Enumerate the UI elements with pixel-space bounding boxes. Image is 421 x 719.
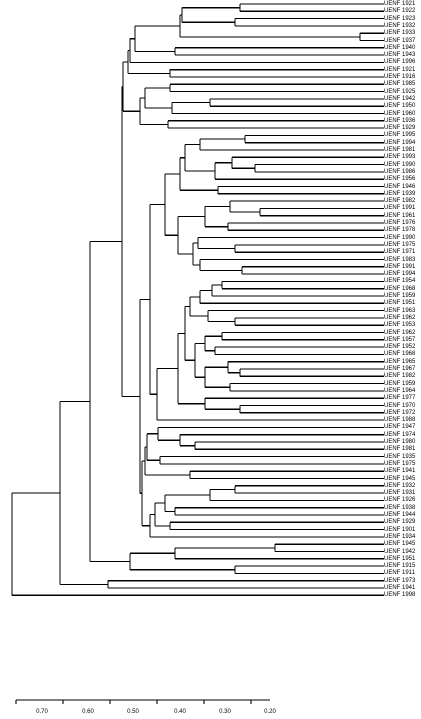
leaf-label: UENF 1933 (384, 30, 416, 37)
leaf-label: UENF 1971 (384, 249, 416, 256)
leaf-label: UENF 1939 (384, 190, 416, 197)
leaf-label: UENF 1994 (384, 271, 416, 278)
leaf-label: UENF 1921 (384, 1, 416, 7)
leaf-label: UENF 1931 (384, 490, 416, 497)
leaf-label: UENF 1993 (384, 154, 416, 161)
leaf-label: UENF 1944 (384, 512, 416, 518)
leaf-label: UENF 1995 (384, 132, 416, 139)
leaf-label: UENF 1945 (384, 475, 416, 482)
leaf-label: UENF 1945 (384, 541, 416, 548)
axis-tick-label: 0.50 (127, 709, 139, 715)
axis-tick-label: 0.70 (36, 709, 48, 715)
leaf-label: UENF 1996 (384, 59, 416, 66)
leaf-label: UENF 1982 (384, 198, 416, 205)
leaf-label: UENF 1959 (384, 380, 416, 387)
leaf-label: UENF 1901 (384, 526, 416, 533)
leaf-label: UENF 1937 (384, 37, 416, 44)
leaf-label: UENF 1932 (384, 22, 416, 29)
leaf-label: UENF 1951 (384, 555, 416, 562)
leaf-label: UENF 1961 (384, 212, 416, 219)
axis-tick-label: 0.60 (82, 709, 94, 715)
leaf-label: UENF 1965 (384, 358, 416, 365)
leaf-label: UENF 1981 (384, 147, 416, 153)
leaf-label: UENF 1956 (384, 176, 416, 183)
leaf-label: UENF 1991 (384, 205, 416, 212)
axis-tick-label: 0.30 (219, 709, 231, 715)
leaf-label: UENF 1978 (384, 227, 416, 234)
axis-tick-label: 0.20 (264, 709, 276, 715)
leaf-label: UENF 1942 (384, 95, 416, 102)
leaf-label: UENF 1929 (384, 125, 416, 132)
leaf-label: UENF 1986 (384, 168, 416, 175)
leaf-label: UENF 1932 (384, 482, 416, 489)
leaf-label: UENF 1911 (384, 570, 415, 577)
leaf-label: UENF 1998 (384, 592, 416, 599)
leaf-label: UENF 1962 (384, 329, 416, 336)
leaf-label: UENF 1929 (384, 519, 416, 526)
leaf-label: UENF 1938 (384, 504, 416, 511)
leaf-label: UENF 1950 (384, 103, 416, 110)
leaf-label: UENF 1983 (384, 256, 416, 263)
leaf-label: UENF 1936 (384, 117, 416, 124)
leaf-label: UENF 1923 (384, 15, 416, 22)
leaf-label: UENF 1967 (384, 366, 416, 372)
leaf-label: UENF 1942 (384, 548, 416, 555)
leaf-label: UENF 1959 (384, 293, 416, 299)
leaf-label: UENF 1977 (384, 395, 416, 402)
leaf-label: UENF 1947 (384, 424, 416, 431)
leaf-label: UENF 1954 (384, 278, 416, 285)
axis-tick-label: 0.40 (174, 709, 186, 715)
leaf-label: UENF 1982 (384, 373, 416, 380)
leaf-label: UENF 1990 (384, 234, 416, 241)
leaf-label: UENF 1953 (384, 322, 416, 329)
leaf-label: UENF 1915 (384, 563, 416, 570)
leaf-label: UENF 1972 (384, 409, 416, 416)
leaf-label: UENF 1943 (384, 52, 416, 59)
leaf-label: UENF 1960 (384, 110, 416, 117)
leaf-label: UENF 1968 (384, 351, 416, 358)
leaf-label: UENF 1963 (384, 307, 416, 314)
leaf-label: UENF 1994 (384, 139, 416, 146)
leaf-label: UENF 1991 (384, 263, 416, 270)
leaf-label: UENF 1964 (384, 387, 416, 394)
leaf-label: UENF 1940 (384, 44, 416, 51)
leaf-label: UENF 1926 (384, 497, 416, 504)
leaf-label: UENF 1957 (384, 336, 416, 343)
leaf-label: UENF 1922 (384, 8, 416, 15)
leaf-label: UENF 1934 (384, 533, 416, 540)
leaf-label: UENF 1974 (384, 431, 416, 438)
leaf-label: UENF 1921 (384, 66, 416, 73)
leaf-label: UENF 1985 (384, 81, 416, 88)
leaf-labels: UENF 1921 UENF 1922 UENF 1923 UENF 1932 UENF… (384, 0, 421, 719)
leaf-label: UENF 1941 (384, 468, 416, 475)
leaf-label: UENF 1980 (384, 439, 416, 445)
leaf-label: UENF 1976 (384, 220, 416, 226)
leaf-label: UENF 1951 (384, 300, 416, 307)
leaf-label: UENF 1981 (384, 446, 416, 453)
leaf-label: UENF 1975 (384, 460, 416, 467)
leaf-label: UENF 1941 (384, 585, 416, 591)
leaf-label: UENF 1916 (384, 74, 416, 80)
leaf-label: UENF 1925 (384, 88, 416, 95)
leaf-label: UENF 1968 (384, 285, 416, 292)
leaf-label: UENF 1935 (384, 453, 416, 460)
leaf-label: UENF 1975 (384, 241, 416, 248)
leaf-label: UENF 1973 (384, 577, 416, 584)
leaf-label: UENF 1962 (384, 314, 416, 321)
leaf-label: UENF 1990 (384, 161, 416, 168)
leaf-label: UENF 1970 (384, 402, 416, 409)
leaf-label: UENF 1988 (384, 417, 416, 424)
leaf-label: UENF 1952 (384, 344, 416, 351)
leaf-label: UENF 1946 (384, 183, 416, 190)
